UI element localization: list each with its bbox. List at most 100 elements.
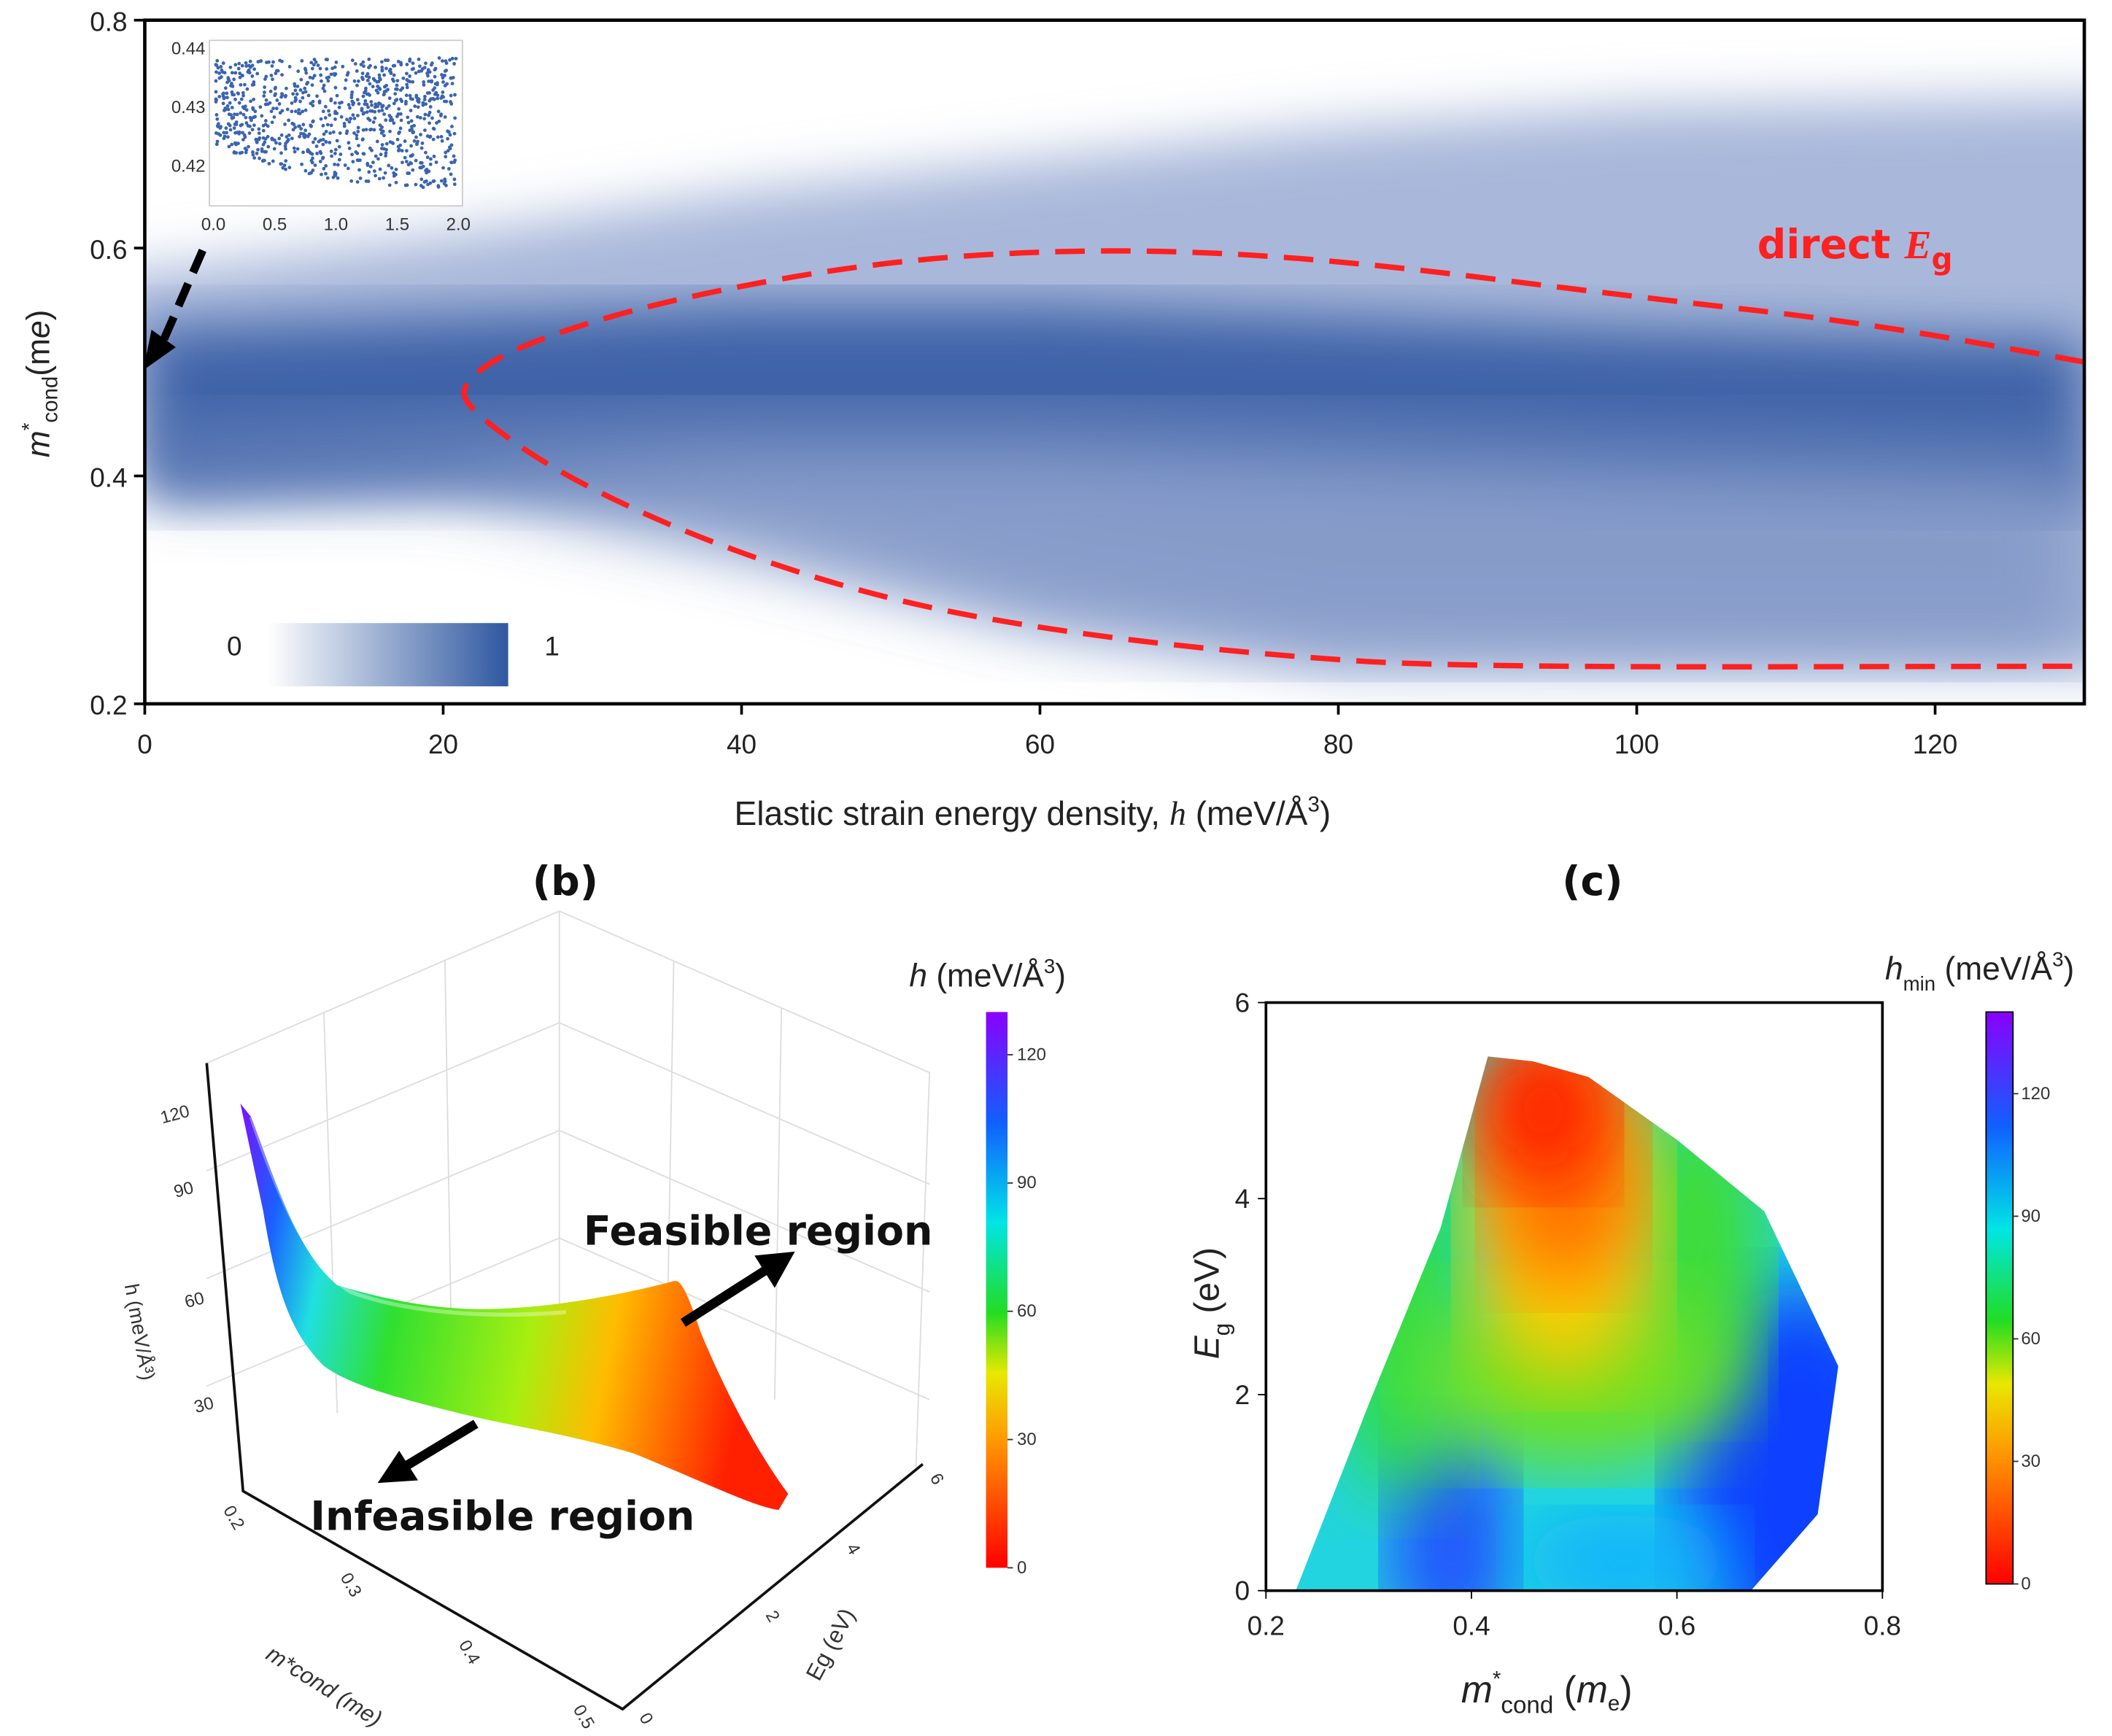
inset-point: [251, 107, 255, 112]
inset-point: [244, 64, 249, 68]
inset-point: [384, 151, 388, 155]
inset-point: [345, 117, 349, 122]
inset-point: [321, 109, 325, 114]
inset-point: [449, 160, 454, 165]
inset-point: [431, 179, 436, 183]
c-colorbar: [1985, 1011, 2014, 1585]
inset-point: [415, 115, 419, 119]
inset-point: [301, 123, 306, 127]
arrow-head-icon: [377, 1450, 418, 1484]
inset-point: [430, 116, 434, 120]
inset-point: [221, 61, 225, 65]
inset-point: [310, 152, 314, 156]
inset-point: [364, 86, 368, 90]
inset-point: [411, 168, 415, 172]
x-tick-label-a: 80: [1323, 729, 1353, 759]
inset-point: [364, 74, 368, 78]
density-map: [144, 97, 2085, 670]
inset-point: [357, 158, 362, 163]
inset-point: [436, 96, 440, 101]
inset-point: [349, 179, 354, 183]
c-colorbar-tick-label: 120: [2021, 1084, 2050, 1104]
b-y-tick-label: 4: [842, 1540, 864, 1558]
inset-point: [279, 151, 283, 155]
inset-point: [384, 147, 389, 152]
inset-point: [433, 74, 437, 79]
inset-point: [228, 65, 233, 69]
inset-point: [448, 133, 452, 137]
inset-point: [453, 116, 457, 120]
b-y-tick-label: 2: [762, 1607, 784, 1625]
inset-point: [278, 58, 282, 63]
inset-point: [446, 136, 450, 141]
inset-point: [404, 160, 409, 163]
inset-point: [349, 117, 353, 121]
b-colorbar-tick-label: 30: [1017, 1430, 1037, 1449]
inset-point: [266, 124, 270, 128]
inset-point: [440, 59, 444, 63]
inset-point: [241, 105, 245, 109]
inset-point: [324, 163, 328, 168]
inset-point: [382, 133, 386, 138]
inset-point: [355, 83, 359, 88]
inset-point: [214, 113, 219, 117]
inset-point: [260, 150, 264, 153]
inset-point: [319, 117, 323, 121]
inset-point: [253, 109, 258, 114]
inset-point: [238, 71, 242, 75]
inset-point: [333, 171, 337, 174]
inset-point: [322, 83, 326, 88]
inset-point: [426, 113, 430, 117]
inset-point: [406, 120, 411, 125]
inset-point: [351, 113, 355, 117]
inset-point: [295, 147, 300, 151]
inset-point: [410, 97, 414, 101]
inset-point: [325, 67, 329, 71]
inset-point: [443, 177, 447, 182]
inset-point: [263, 140, 267, 144]
inset-point: [410, 67, 414, 71]
inset-point: [279, 133, 284, 137]
inset-point: [236, 142, 240, 145]
inset-point: [298, 88, 303, 92]
inset-point: [345, 129, 349, 133]
inset-point: [368, 118, 372, 123]
inset-point: [226, 122, 231, 126]
inset-point: [395, 137, 400, 142]
inset-point: [322, 89, 327, 93]
inset-point: [306, 150, 310, 154]
inset-point: [328, 141, 332, 144]
inset-point: [439, 179, 444, 183]
c-y-tick-label: 4: [1235, 1184, 1250, 1214]
inset-point: [423, 94, 427, 98]
inset-point: [333, 152, 337, 155]
inset-point: [291, 128, 295, 132]
b-axes: [205, 1063, 924, 1711]
inset-point: [443, 84, 447, 88]
inset-point: [242, 133, 247, 137]
inset-point: [257, 131, 261, 136]
axes-c: 0.2 0.4 0.6 0.8 0 2 4 6: [1235, 988, 1901, 1640]
inset-point: [427, 80, 431, 83]
inset-point: [422, 98, 427, 101]
inset-point: [291, 92, 295, 96]
inset-point: [424, 102, 428, 106]
inset-point: [252, 156, 257, 160]
inset-point: [237, 61, 241, 66]
inset-point: [377, 86, 382, 90]
heat-blob: [1517, 1514, 1733, 1591]
inset-point: [400, 149, 404, 153]
inset-point: [388, 67, 392, 71]
inset-point: [433, 66, 438, 71]
inset-point: [321, 123, 325, 128]
inset-point: [241, 93, 245, 98]
inset-scatter: 0.0 0.5 1.0 1.5 2.0 0.42 0.43 0.44: [171, 39, 471, 234]
inset-point: [365, 110, 369, 115]
inset-x-tick-label: 0.5: [263, 214, 287, 234]
inset-point: [225, 96, 229, 100]
inset-point: [271, 159, 275, 163]
inset-point: [423, 128, 427, 132]
inset-point: [268, 89, 273, 93]
inset-point: [230, 142, 234, 147]
inset-point: [380, 66, 384, 69]
